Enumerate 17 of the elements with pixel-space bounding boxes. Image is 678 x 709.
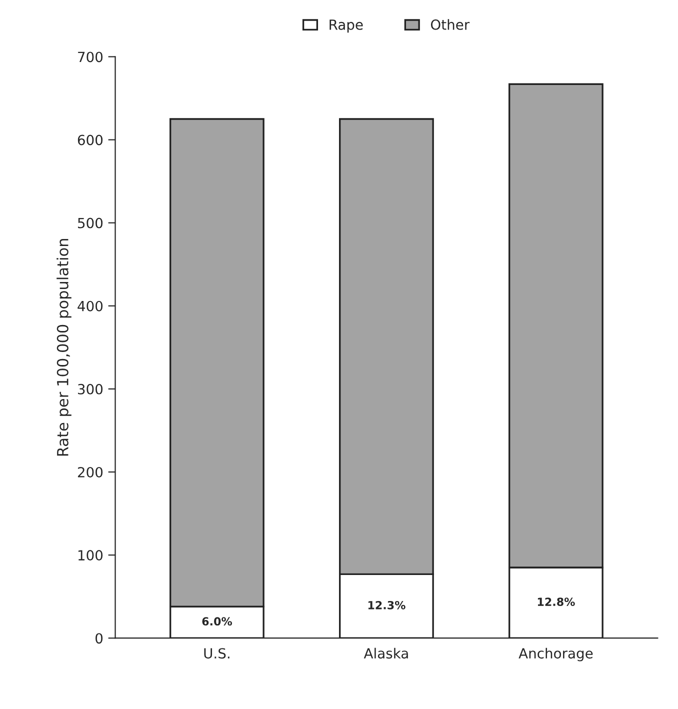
legend-label: Rape	[330, 20, 363, 33]
annotation: 12.3%	[368, 600, 406, 610]
x-tick-label: Anchorage	[518, 648, 593, 662]
y-tick-label: 600	[78, 134, 103, 146]
y-tick-label: 300	[78, 384, 103, 394]
legend-label: Other	[430, 19, 470, 30]
y-tick-label: 400	[78, 300, 103, 312]
x-tick-label: U.S.	[204, 648, 230, 659]
y-tick-label: 500	[78, 218, 103, 228]
y-tick-label: 100	[78, 550, 103, 561]
y-axis-title: Rate per 100,000 population	[56, 238, 72, 456]
x-tick-label: Alaska	[364, 648, 408, 659]
annotation: 12.8%	[538, 598, 575, 606]
y-tick-label: 200	[78, 466, 103, 478]
y-tick-label: 700	[78, 52, 103, 62]
annotation: 6.0%	[202, 617, 232, 626]
y-tick-label: 0	[96, 633, 103, 644]
